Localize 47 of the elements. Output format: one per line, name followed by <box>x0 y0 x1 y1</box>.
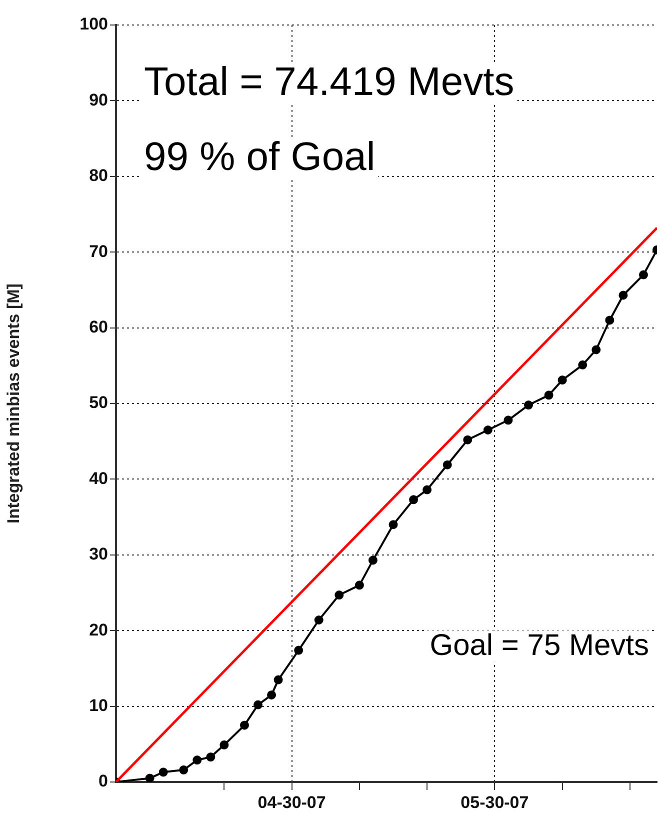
point <box>354 580 364 590</box>
point <box>483 425 492 434</box>
annotation: Goal = 75 Mevts <box>430 629 650 662</box>
point <box>618 290 628 300</box>
point <box>192 756 202 765</box>
point <box>578 360 588 370</box>
point <box>240 720 249 730</box>
point <box>158 768 168 777</box>
point <box>145 774 154 782</box>
point <box>334 590 344 600</box>
point <box>463 435 472 444</box>
point <box>592 345 601 354</box>
y-tick-label: 40 <box>89 468 108 488</box>
point <box>422 485 432 494</box>
y-tick-label: 0 <box>98 772 108 791</box>
point <box>409 495 418 504</box>
y-axis-title: Integrated minbias events [M] <box>4 284 23 524</box>
point <box>267 690 276 700</box>
point <box>206 752 216 762</box>
point <box>314 616 324 624</box>
y-tick-label: 90 <box>89 90 108 110</box>
y-tick-label: 70 <box>89 242 108 261</box>
point <box>638 270 648 280</box>
annotation: Total = 74.419 Mevts <box>144 60 514 104</box>
point <box>544 390 554 400</box>
y-tick-label: 30 <box>89 544 108 564</box>
y-tick-label: 10 <box>89 696 108 715</box>
point <box>368 556 378 565</box>
point <box>442 460 452 470</box>
point <box>504 416 513 425</box>
point <box>179 765 188 774</box>
y-tick-label: 60 <box>89 317 108 336</box>
y-tick-label: 20 <box>89 620 108 640</box>
point <box>558 376 567 385</box>
point <box>274 675 283 684</box>
y-tick-label: 100 <box>80 14 108 34</box>
point <box>605 316 614 325</box>
y-tick-label: 50 <box>89 393 108 412</box>
y-tick-label: 80 <box>89 166 108 186</box>
point <box>254 700 263 710</box>
point <box>524 400 534 410</box>
x-tick-label: 05-30-07 <box>460 792 529 812</box>
point <box>294 646 304 655</box>
x-tick-label: 04-30-07 <box>258 792 326 812</box>
point <box>220 740 229 750</box>
point <box>388 520 398 530</box>
annotation: 99 % of Goal <box>144 135 376 179</box>
